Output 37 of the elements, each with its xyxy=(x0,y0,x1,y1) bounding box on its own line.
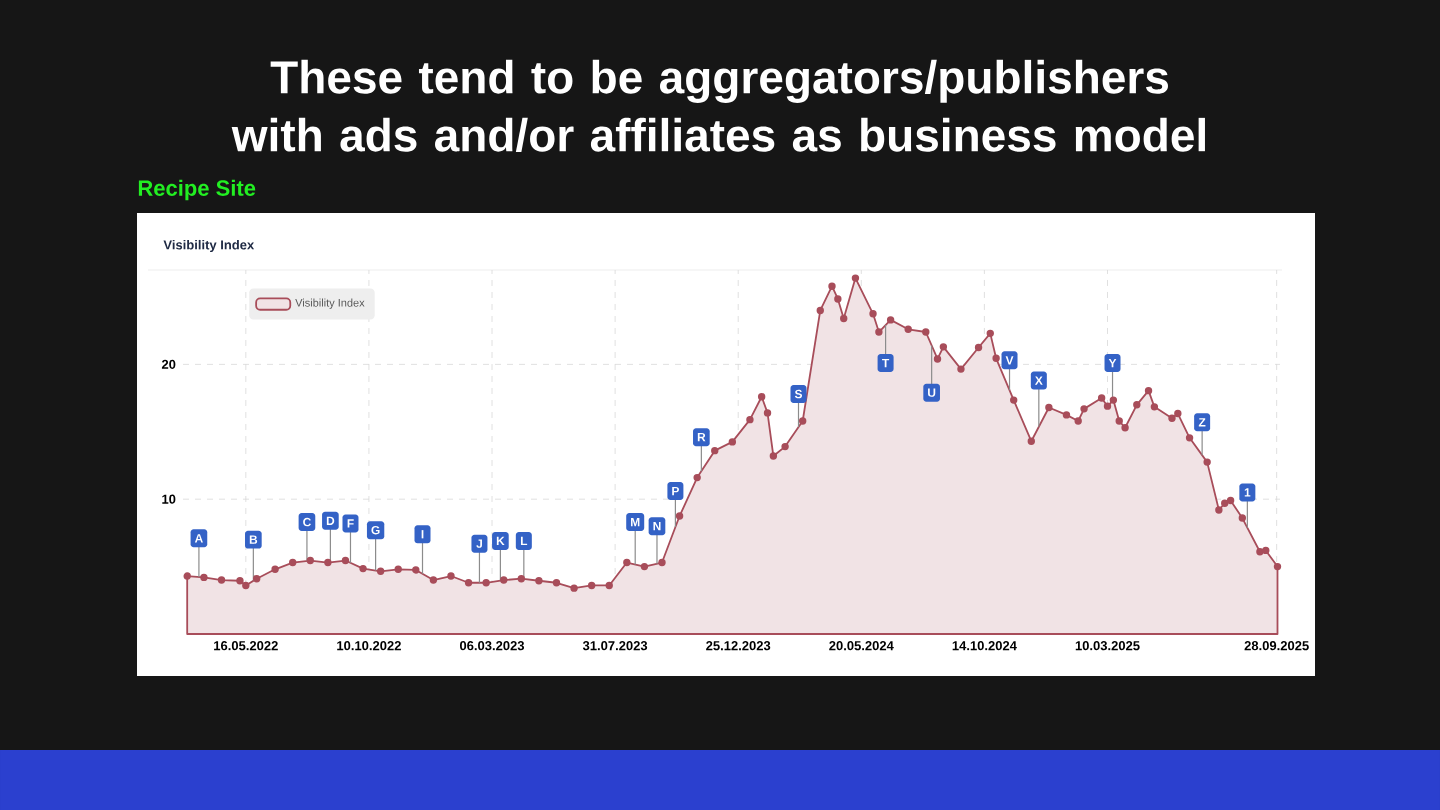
annotation: V xyxy=(1005,356,1014,365)
annotation: A xyxy=(194,534,203,543)
annotation: C xyxy=(303,517,311,527)
annotation: 1 xyxy=(1244,488,1251,497)
chart-title: These tend to be aggregators/publishers with ads and/or affiliates as business model xyxy=(231,59,1205,153)
annotation: F xyxy=(347,519,354,528)
x-tick-label: 31.07.2023 xyxy=(582,641,648,651)
y-tick-label: 20 xyxy=(161,359,176,369)
text: Visibility Index xyxy=(163,239,255,253)
annotation: G xyxy=(371,525,380,535)
annotation: N xyxy=(653,522,661,531)
annotation: P xyxy=(672,486,679,496)
annotation: Y xyxy=(1108,358,1117,368)
x-tick-label: 16.05.2022 xyxy=(214,641,278,651)
annotation: X xyxy=(1034,376,1043,385)
y-tick-label: 10 xyxy=(162,494,176,504)
annotation: L xyxy=(520,536,528,546)
annotation: U xyxy=(928,388,936,397)
annotation: Z xyxy=(1198,418,1206,427)
x-tick-label: 20.05.2024 xyxy=(829,641,894,651)
chart-subtitle: Recipe Site xyxy=(138,179,256,201)
annotation: K xyxy=(496,536,505,546)
annotation: D xyxy=(326,516,335,525)
annotation: R xyxy=(697,433,706,442)
x-tick-label: 06.03.2023 xyxy=(459,641,525,651)
x-tick-label: 10.10.2022 xyxy=(337,641,401,651)
x-tick-label: 14.10.2024 xyxy=(952,641,1017,651)
annotation: M xyxy=(631,517,640,527)
annotation: S xyxy=(794,389,803,399)
legend-label: Visibility Index xyxy=(295,298,365,309)
x-tick-label: 28.09.2025 xyxy=(1244,641,1309,651)
annotation: J xyxy=(476,539,482,548)
x-tick-label: 10.03.2025 xyxy=(1075,641,1140,651)
annotation: B xyxy=(249,535,258,544)
annotation: T xyxy=(882,358,890,368)
annotation: I xyxy=(421,530,424,539)
x-tick-label: 25.12.2023 xyxy=(706,641,771,651)
